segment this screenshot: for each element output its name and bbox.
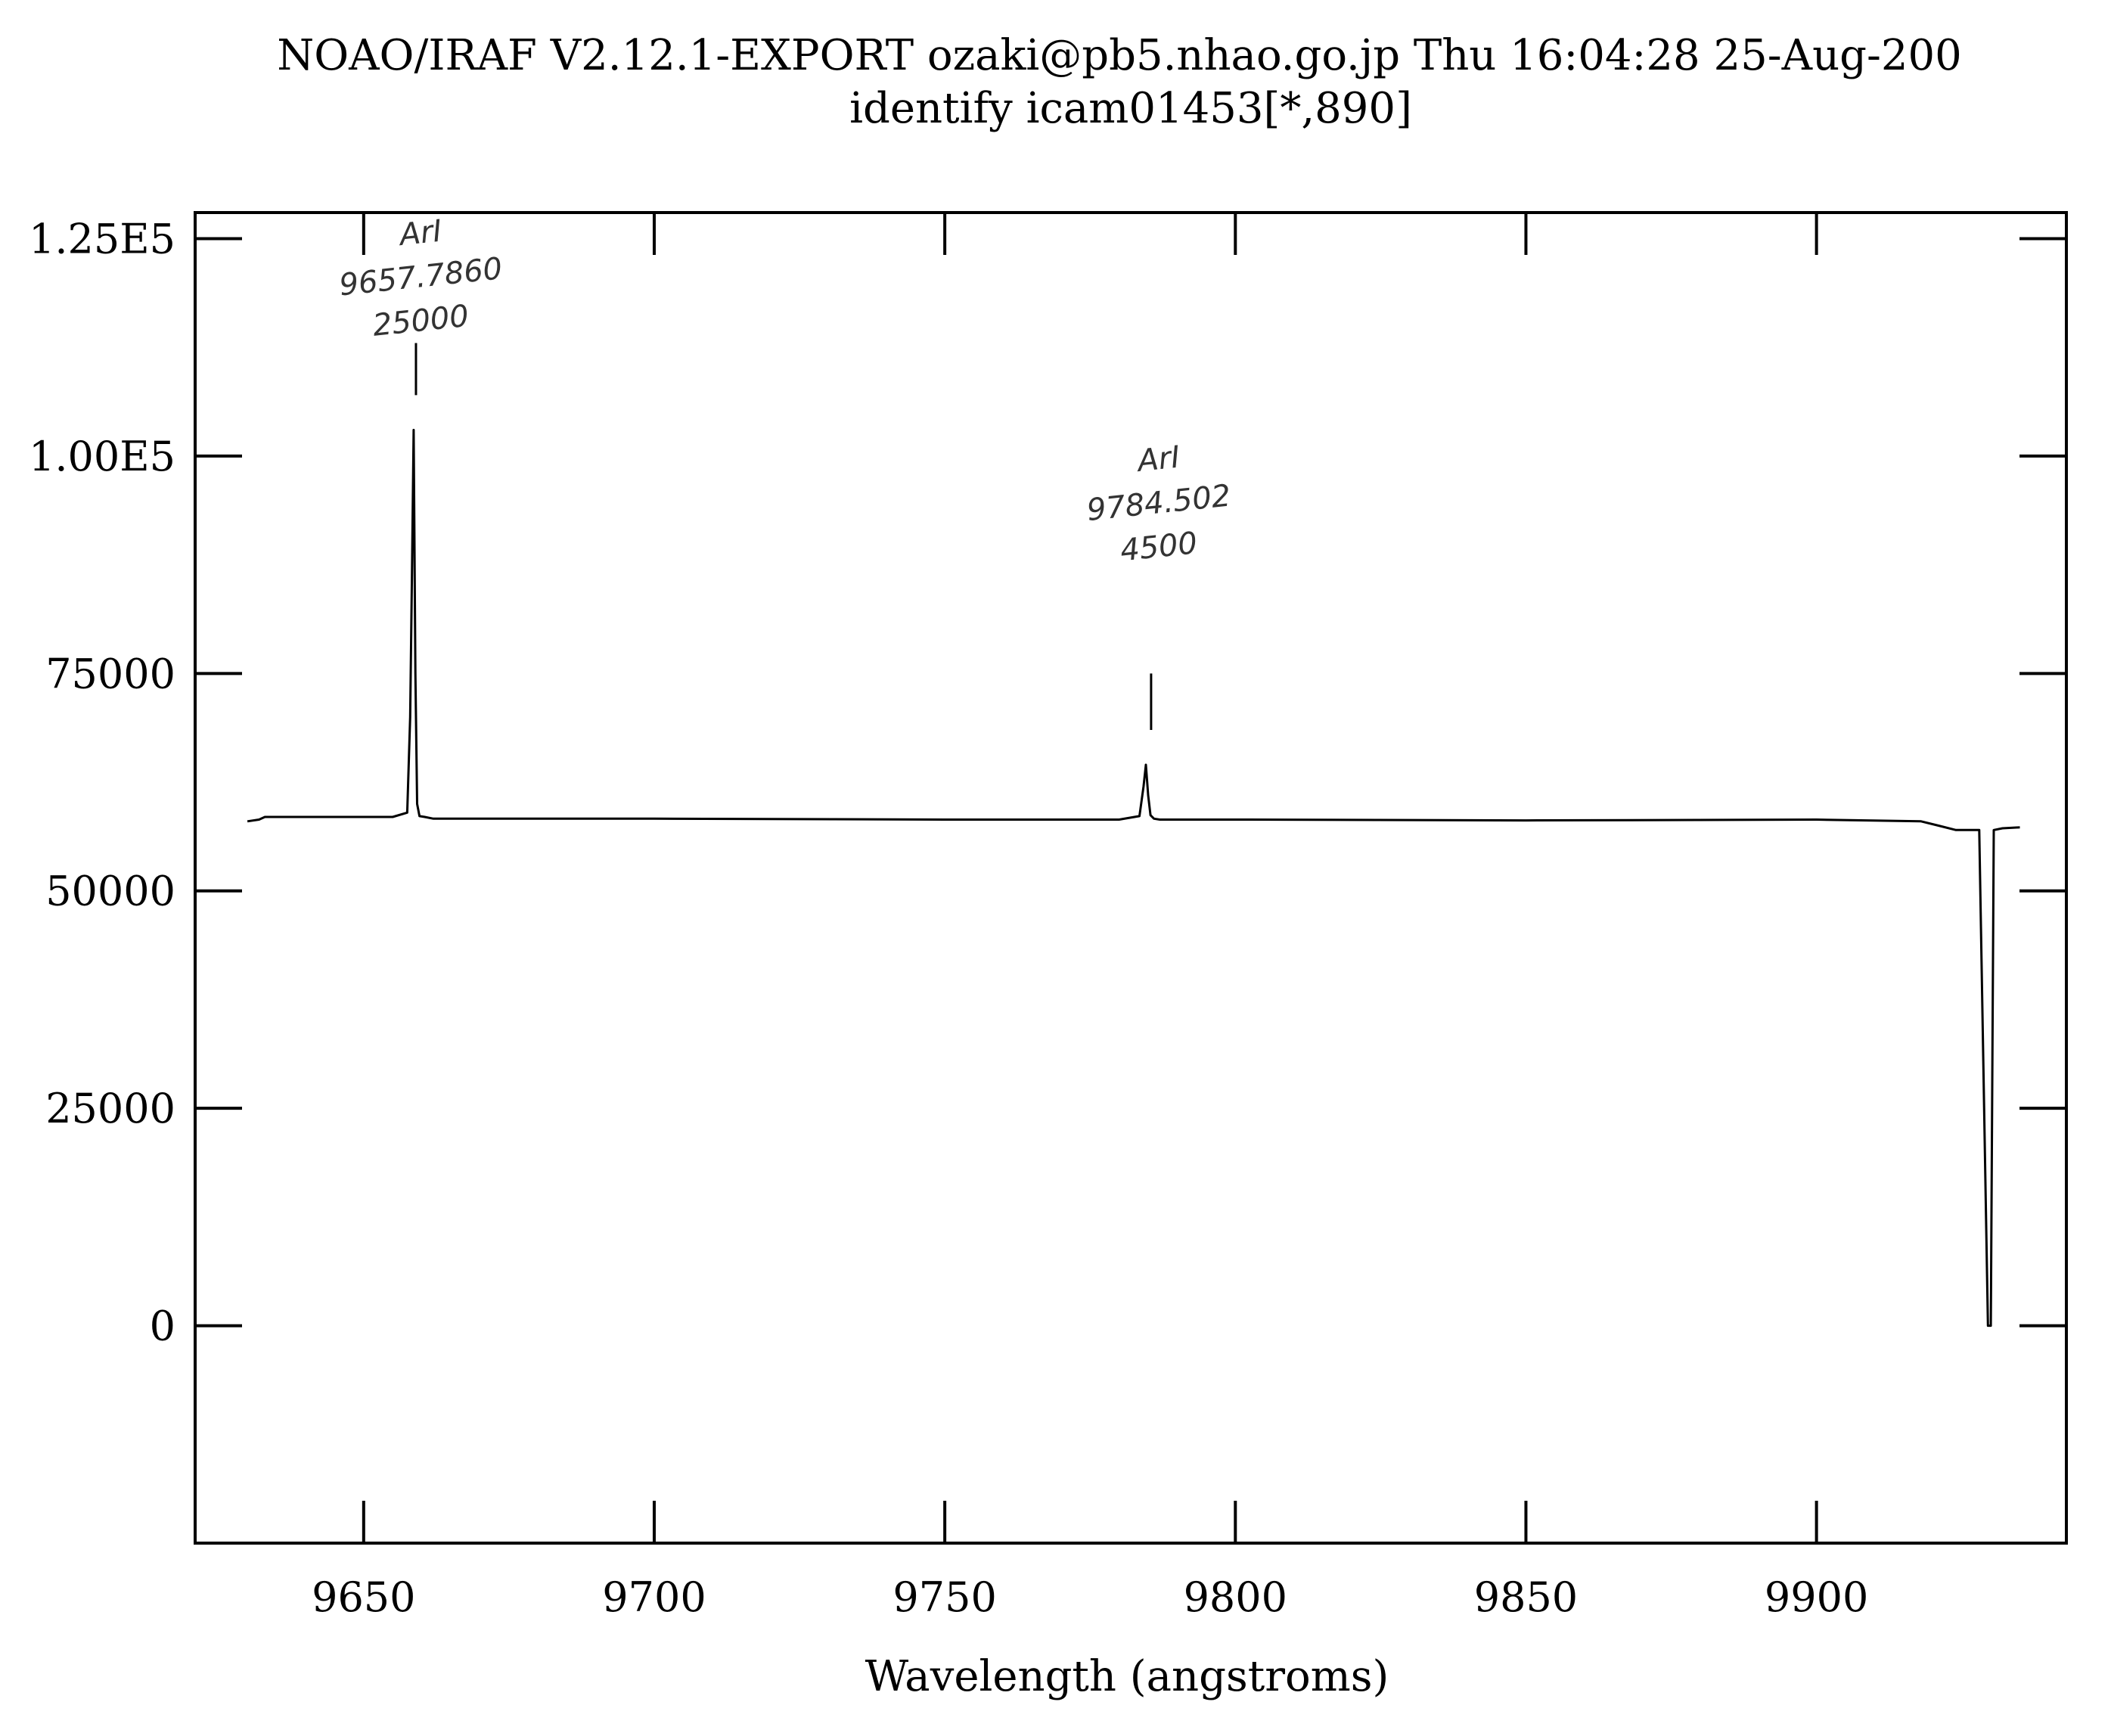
x-tick-label: 9850: [1474, 1573, 1578, 1621]
series-layer: [247, 428, 2020, 1328]
chart-title: NOAO/IRAF V2.12.1-EXPORT ozaki@pb5.nhao.…: [277, 31, 1962, 80]
x-tick-label: 9650: [312, 1573, 415, 1621]
annotation-text: 9657.7860: [337, 251, 504, 303]
y-tick-label: 1.00E5: [29, 433, 175, 480]
annotation-text: ArI: [1134, 439, 1181, 479]
x-tick-label: 9800: [1184, 1573, 1287, 1621]
spectrum-line: [247, 428, 2020, 1328]
chart-subtitle: identify icam01453[*,890]: [849, 84, 1412, 133]
annotation-text: 4500: [1119, 526, 1199, 568]
line-id-marks: [414, 343, 1153, 731]
y-tick-label: 25000: [45, 1085, 175, 1132]
y-tick-label: 50000: [45, 868, 175, 915]
annotation-text: 25000: [371, 299, 470, 343]
x-tick-label: 9750: [893, 1573, 996, 1621]
y-axis: 1.25E5 1.00E5 75000 50000 25000 0: [29, 215, 2066, 1350]
y-tick-label: 75000: [45, 650, 175, 697]
annotation-text: 9784.502: [1085, 478, 1233, 528]
x-axis: 9650 9700 9750 9800 9850 9900: [312, 213, 1868, 1621]
x-axis-label: Wavelength (angstroms): [865, 1652, 1389, 1701]
y-tick-label: 1.25E5: [29, 215, 175, 262]
y-tick-label: 0: [150, 1303, 175, 1350]
x-tick-label: 9900: [1765, 1573, 1868, 1621]
annotation-text: ArI: [396, 214, 443, 253]
plot-frame: [194, 211, 2068, 1545]
x-tick-label: 9700: [602, 1573, 706, 1621]
